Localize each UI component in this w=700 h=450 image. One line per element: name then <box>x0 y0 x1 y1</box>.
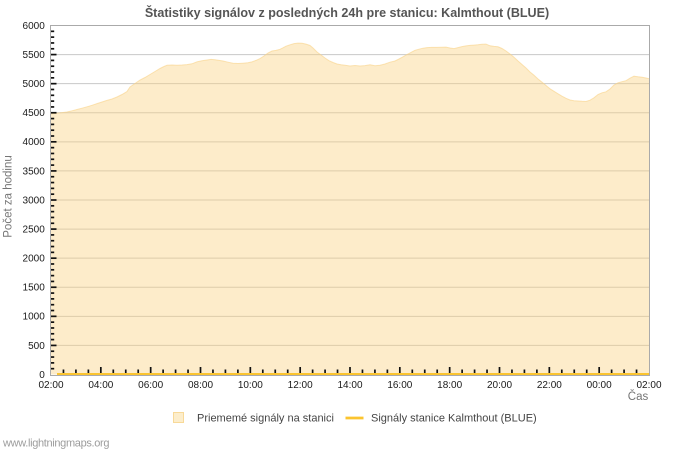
svg-text:5500: 5500 <box>23 50 46 61</box>
svg-text:6000: 6000 <box>23 21 46 32</box>
svg-text:10:00: 10:00 <box>238 380 263 391</box>
svg-text:22:00: 22:00 <box>537 380 562 391</box>
svg-text:00:00: 00:00 <box>587 380 612 391</box>
svg-text:Signály stanice Kalmthout (BLU: Signály stanice Kalmthout (BLUE) <box>371 413 537 425</box>
svg-text:1000: 1000 <box>23 312 46 323</box>
svg-text:3500: 3500 <box>23 166 46 177</box>
svg-text:Priememé signály na stanici: Priememé signály na stanici <box>197 413 334 425</box>
svg-text:02:00: 02:00 <box>38 380 63 391</box>
svg-text:08:00: 08:00 <box>188 380 213 391</box>
svg-text:Štatistiky signálov z posledný: Štatistiky signálov z posledných 24h pre… <box>145 5 549 20</box>
svg-text:Počet za hodinu: Počet za hodinu <box>3 155 15 237</box>
svg-text:20:00: 20:00 <box>487 380 512 391</box>
svg-text:02:00: 02:00 <box>636 380 661 391</box>
svg-text:2000: 2000 <box>23 254 46 265</box>
svg-text:12:00: 12:00 <box>288 380 313 391</box>
svg-text:14:00: 14:00 <box>337 380 362 391</box>
svg-text:16:00: 16:00 <box>387 380 412 391</box>
svg-text:4000: 4000 <box>23 137 46 148</box>
svg-text:4500: 4500 <box>23 108 46 119</box>
svg-text:06:00: 06:00 <box>138 380 163 391</box>
svg-text:www.lightningmaps.org: www.lightningmaps.org <box>2 438 109 450</box>
svg-text:04:00: 04:00 <box>88 380 113 391</box>
svg-text:2500: 2500 <box>23 224 46 235</box>
svg-text:3000: 3000 <box>23 195 46 206</box>
svg-text:Čas: Čas <box>628 390 649 403</box>
svg-text:5000: 5000 <box>23 79 46 90</box>
svg-text:1500: 1500 <box>23 283 46 294</box>
svg-text:500: 500 <box>28 341 45 352</box>
svg-text:18:00: 18:00 <box>437 380 462 391</box>
svg-text:0: 0 <box>39 370 45 381</box>
